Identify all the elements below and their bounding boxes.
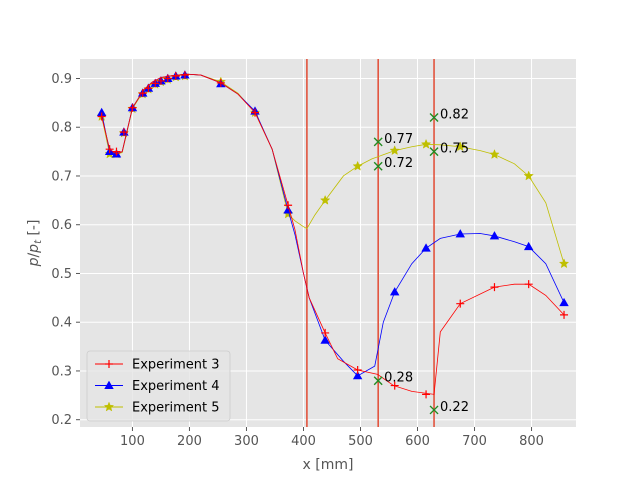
data-point-marker: [455, 141, 466, 152]
data-point-marker: [138, 89, 147, 98]
data-point-marker: [119, 128, 128, 137]
grid: [80, 59, 576, 427]
data-point-marker: [422, 390, 431, 399]
data-point-marker: [490, 283, 499, 292]
data-point-marker: [489, 149, 500, 159]
data-point-marker: [389, 287, 400, 296]
series-line: [101, 73, 565, 264]
x-tick-label: 600: [405, 434, 430, 449]
legend-entry: Experiment 5: [95, 401, 220, 416]
data-point-marker: [390, 381, 399, 390]
annotation-marker: [429, 147, 439, 157]
data-point-marker: [420, 138, 432, 149]
y-tick-label: 0.2: [51, 413, 72, 428]
y-tick-label: 0.4: [51, 316, 72, 331]
y-tick-label: 0.3: [51, 364, 72, 379]
tick-labels: 100 200 300 400 500 600 700 800 0.2 0.3 0.4 0.5 0.6 0…: [51, 72, 544, 449]
data-point-marker: [216, 78, 225, 87]
data-point-marker: [151, 79, 160, 88]
annotation-label: 0.77: [384, 132, 413, 147]
annotations: 0.77 0.72 0.28 0.82 0.75 0.22: [373, 107, 469, 415]
series-layer: [96, 70, 570, 399]
data-point-marker: [320, 335, 330, 344]
legend-entry: Experiment 3: [95, 358, 220, 373]
data-point-marker: [389, 145, 400, 156]
data-point-marker: [456, 299, 465, 308]
data-point-marker: [105, 145, 114, 154]
y-tick-label: 0.7: [51, 169, 72, 184]
x-tick-label: 400: [291, 434, 316, 449]
annotation-label: 0.82: [440, 107, 469, 122]
annotation-marker: [373, 376, 383, 386]
legend: Experiment 3 Experiment 4 Experiment 5: [86, 350, 231, 422]
annotation-marker: [429, 112, 439, 122]
data-point-marker: [523, 241, 534, 251]
x-axis-label: x [mm]: [303, 457, 354, 473]
data-point-marker: [559, 297, 569, 307]
x-tick-label: 700: [462, 434, 487, 449]
legend-marker: [105, 360, 113, 368]
x-tick-label: 300: [234, 434, 259, 449]
data-point-marker: [171, 72, 180, 81]
y-tick-label: 0.8: [51, 121, 72, 136]
data-point-marker: [560, 310, 569, 319]
legend-label: Experiment 3: [132, 358, 220, 373]
annotation-label: 0.75: [440, 142, 469, 157]
series-experiment-3: [97, 71, 569, 399]
data-point-marker: [97, 112, 106, 121]
data-point-marker: [352, 371, 363, 380]
x-tick-label: 800: [519, 434, 544, 449]
annotation-label: 0.28: [384, 371, 413, 386]
legend-box: [86, 350, 231, 422]
x-tick-label: 100: [120, 434, 145, 449]
data-point-marker: [180, 71, 189, 80]
data-point-marker: [156, 76, 165, 85]
y-tick-label: 0.6: [51, 218, 72, 233]
legend-entry: Experiment 4: [95, 379, 220, 394]
legend-label: Experiment 5: [132, 401, 220, 416]
data-point-marker: [352, 160, 363, 171]
data-point-marker: [421, 243, 431, 252]
data-point-marker: [112, 147, 121, 156]
annotation-marker: [373, 161, 383, 171]
annotation-label: 0.22: [440, 400, 469, 415]
data-point-marker: [284, 201, 293, 210]
y-tick-label: 0.9: [51, 72, 72, 87]
data-point-marker: [455, 229, 465, 238]
annotation-label: 0.72: [384, 156, 413, 171]
data-point-marker: [319, 194, 331, 205]
data-point-marker: [144, 84, 153, 93]
legend-label: Experiment 4: [132, 379, 220, 394]
x-tick-label: 200: [177, 434, 202, 449]
legend-marker: [103, 401, 115, 412]
data-point-marker: [163, 74, 172, 83]
y-tick-label: 0.5: [51, 267, 72, 282]
x-tick-label: 500: [348, 434, 373, 449]
y-axis-label: p/pt [-]: [26, 220, 44, 268]
data-point-marker: [321, 328, 330, 337]
data-point-marker: [128, 103, 137, 112]
data-point-marker: [489, 231, 500, 240]
data-point-marker: [251, 108, 260, 117]
annotation-marker: [429, 405, 439, 415]
data-point-marker: [524, 280, 533, 289]
legend-marker: [104, 380, 114, 389]
data-point-marker: [353, 365, 362, 374]
annotation-marker: [373, 137, 383, 147]
data-point-marker: [558, 258, 570, 269]
data-point-marker: [523, 170, 534, 181]
